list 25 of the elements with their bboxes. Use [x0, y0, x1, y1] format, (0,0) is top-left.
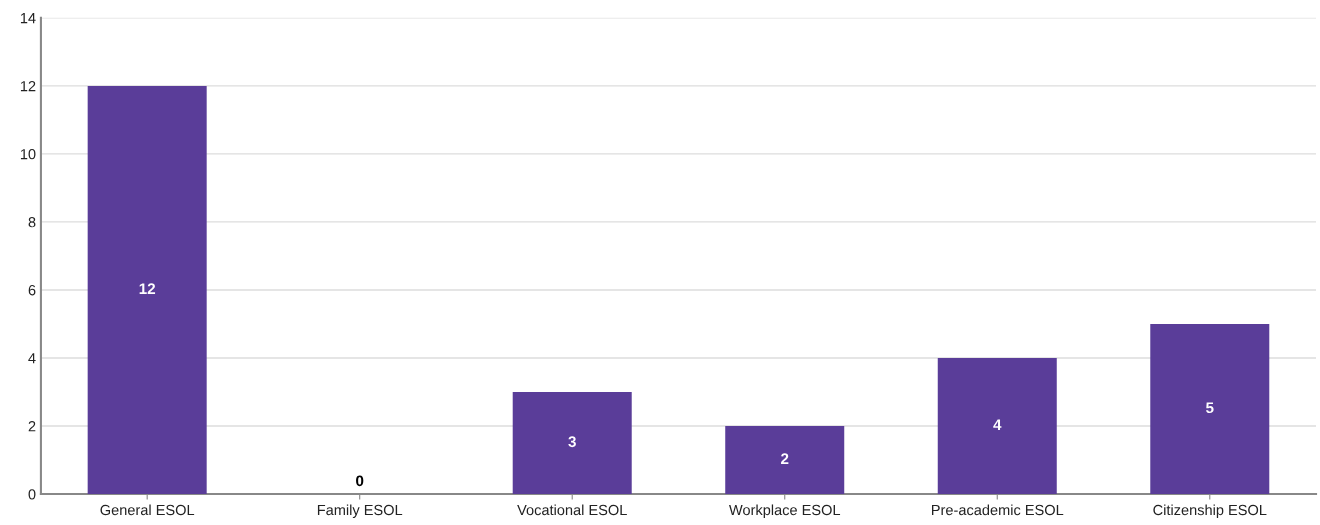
- y-tick-label: 6: [28, 285, 36, 296]
- y-tick-label: 10: [20, 149, 36, 160]
- bar: [937, 357, 1057, 495]
- data-label: 5: [1206, 402, 1214, 414]
- y-tick-label: 8: [28, 217, 36, 228]
- bar: [725, 426, 845, 495]
- y-tick-label: 4: [28, 353, 36, 364]
- bar: [1150, 323, 1270, 495]
- data-label: 3: [568, 436, 576, 448]
- x-tick-label: Citizenship ESOL: [1153, 504, 1267, 519]
- x-tick-label: Pre-academic ESOL: [932, 504, 1064, 516]
- data-label: 2: [781, 453, 789, 464]
- y-tick-label: 2: [28, 421, 36, 432]
- y-tick-label: 14: [20, 13, 36, 24]
- x-tick-label: Vocational ESOL: [517, 504, 627, 516]
- bar: [87, 85, 207, 495]
- bar: [512, 391, 632, 495]
- data-label: 4: [993, 419, 1002, 430]
- y-tick-label: 12: [20, 80, 36, 92]
- data-label: 0: [356, 475, 364, 487]
- y-tick-label: 0: [28, 489, 36, 500]
- x-tick-label: Family ESOL: [317, 504, 403, 519]
- x-tick-label: General ESOL: [100, 504, 195, 516]
- x-tick-label: Workplace ESOL: [729, 504, 841, 519]
- data-label: 12: [139, 283, 156, 294]
